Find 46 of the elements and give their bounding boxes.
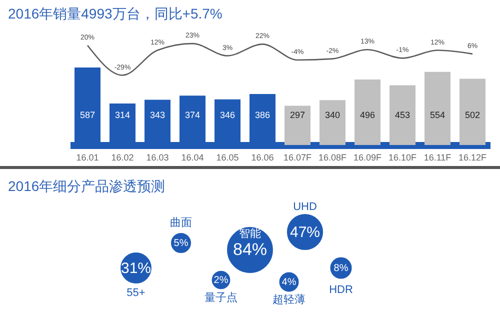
x-tick-label: 16.10F [388,152,418,162]
data-label: 5% [174,238,188,249]
data-label: 8% [334,263,348,274]
data-label: 31% [120,260,152,277]
data-label: 453 [394,110,410,120]
x-tick-label: 16.01 [76,152,99,162]
x-tick-label: 16.12F [458,152,488,162]
category-label: 超轻薄 [272,293,306,306]
data-label: 4% [282,277,296,288]
bar [460,78,486,145]
category-label: UHD [293,201,317,213]
bar [284,106,310,145]
chart-title: 2016年销量4993万台，同比+5.7% [8,6,222,22]
data-label: 587 [80,110,96,120]
data-label: 346 [220,110,236,120]
data-label: 297 [290,110,306,120]
data-label: 343 [150,110,166,120]
x-tick-label: 16.05 [216,152,239,162]
x-tick-label: 16.04 [181,152,204,162]
x-tick-label: 16.09F [353,152,382,162]
data-label: 340 [324,110,340,120]
data-label: 84% [232,240,268,259]
text: 2016年细分产品渗透预测 [8,178,166,194]
data-label: 502 [464,110,480,120]
category-label: 智能 [239,227,261,240]
data-label: 496 [360,110,376,120]
data-label: 386 [254,110,270,120]
category-label: 曲面 [170,216,192,229]
x-tick-label: 16.02 [111,152,134,162]
bar [354,80,380,145]
bar [390,85,416,145]
x-tick-label: 16.03 [146,152,169,162]
bar [320,100,346,145]
bar [424,72,450,145]
category-label: 55+ [126,287,146,299]
data-label: 554 [430,110,446,120]
x-tick-label: 16.06 [251,152,274,162]
category-label: 量子点 [204,291,238,304]
x-tick-label: 16.07F [283,152,312,162]
category-label: HDR [329,284,353,296]
data-label: 374 [184,110,200,120]
data-label: 2% [214,275,228,286]
data-label: 314 [114,110,130,120]
data-label: 47% [290,224,320,241]
x-tick-label: 16.08F [318,152,348,162]
x-tick-label: 16.11F [424,152,452,162]
